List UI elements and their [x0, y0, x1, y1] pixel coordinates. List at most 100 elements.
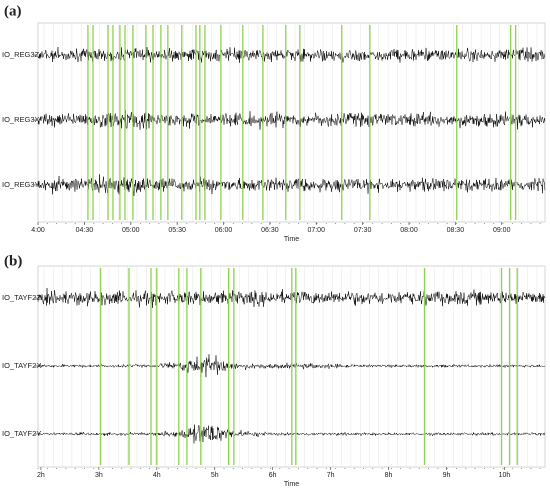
- minor-dot: [214, 468, 216, 469]
- minor-dot: [521, 223, 523, 224]
- waveform: [37, 46, 546, 63]
- minor-dot: [325, 468, 327, 469]
- minor-dot: [502, 223, 504, 224]
- minor-dot: [511, 223, 513, 224]
- minor-dot: [297, 223, 299, 224]
- minor-dot: [409, 468, 411, 469]
- panel-label: (a): [4, 3, 22, 19]
- minor-dot: [316, 223, 318, 224]
- minor-dot: [111, 468, 113, 469]
- minor-dot: [93, 468, 95, 469]
- minor-dot: [186, 468, 188, 469]
- x-tick-label: 8h: [385, 472, 393, 479]
- minor-dot: [167, 468, 169, 469]
- minor-dot: [418, 223, 420, 224]
- minor-dot: [195, 223, 197, 224]
- minor-dot: [279, 468, 281, 469]
- panel: (a) 4:00 04:30 05:00 05:30 06:00 06:30 07:00 07:…: [2, 3, 546, 243]
- x-tick-label: 4:00: [31, 227, 45, 234]
- x-tick-label: 06:30: [261, 227, 279, 234]
- minor-dot: [158, 468, 160, 469]
- x-tick-label: 08:30: [447, 227, 465, 234]
- minor-dot: [204, 468, 206, 469]
- x-tick-label: 5h: [211, 472, 219, 479]
- x-tick-label: 09:00: [493, 227, 511, 234]
- minor-dot: [279, 223, 281, 224]
- minor-dot: [149, 468, 151, 469]
- minor-dot: [84, 468, 85, 469]
- channel-label: IO_TAYF2Z: [2, 293, 41, 302]
- minor-dot: [456, 223, 457, 224]
- minor-dot: [84, 223, 85, 224]
- minor-dot: [353, 223, 355, 224]
- minor-dot: [474, 468, 476, 469]
- minor-dot: [260, 223, 262, 224]
- minor-dot: [139, 468, 141, 469]
- x-tick-label: 3h: [95, 472, 103, 479]
- x-tick-label: 04:30: [76, 227, 94, 234]
- minor-dot: [74, 223, 76, 224]
- minor-dot: [251, 223, 253, 224]
- minor-dot: [539, 468, 541, 469]
- minor-dot: [102, 468, 104, 469]
- minor-dot: [223, 223, 225, 224]
- x-tick-label: 4h: [153, 472, 161, 479]
- channel-label: IO_TAYF2X: [2, 361, 41, 370]
- minor-dot: [149, 223, 151, 224]
- x-tick-label: 2h: [37, 472, 45, 479]
- minor-dot: [242, 223, 244, 224]
- minor-dot: [372, 223, 374, 224]
- minor-dot: [409, 223, 411, 224]
- channel-label: IO_REG3Z: [2, 50, 40, 59]
- minor-dot: [335, 468, 337, 469]
- minor-dot: [223, 468, 225, 469]
- minor-dot: [539, 223, 541, 224]
- minor-dot: [530, 223, 532, 224]
- minor-dot: [167, 223, 169, 224]
- minor-dot: [102, 223, 104, 224]
- x-tick-label: 9h: [443, 472, 451, 479]
- minor-dot: [260, 468, 262, 469]
- minor-dot: [65, 468, 67, 469]
- minor-dot: [465, 223, 467, 224]
- minor-dot: [372, 468, 374, 469]
- minor-dot: [465, 468, 467, 469]
- minor-dot: [511, 468, 513, 469]
- minor-dot: [446, 223, 448, 224]
- minor-dot: [177, 468, 178, 469]
- channel-label: IO_REG3X: [2, 115, 40, 124]
- x-tick-label: 10h: [499, 472, 511, 479]
- minor-dot: [214, 223, 216, 224]
- minor-dot: [390, 223, 392, 224]
- panel: (b) 2h 3h 4h 5h 6h 7h 8h 9h 10h Time IO_TAYF2Z IO_TA…: [2, 253, 546, 488]
- minor-dot: [363, 223, 364, 224]
- minor-dot: [204, 223, 206, 224]
- minor-dot: [195, 468, 197, 469]
- minor-dot: [139, 223, 141, 224]
- minor-dot: [288, 223, 290, 224]
- minor-dot: [502, 468, 504, 469]
- minor-dot: [325, 223, 327, 224]
- minor-dot: [121, 468, 123, 469]
- minor-dot: [270, 468, 271, 469]
- minor-dot: [530, 468, 532, 469]
- minor-dot: [242, 468, 244, 469]
- minor-dot: [65, 223, 67, 224]
- minor-dot: [37, 468, 39, 469]
- minor-dot: [186, 223, 188, 224]
- minor-dot: [437, 468, 439, 469]
- minor-dot: [446, 468, 448, 469]
- x-tick-label: 6h: [269, 472, 277, 479]
- x-tick-label: 07:30: [354, 227, 372, 234]
- minor-dot: [400, 468, 402, 469]
- minor-dot: [353, 468, 355, 469]
- minor-dot: [483, 223, 485, 224]
- minor-dot: [381, 223, 383, 224]
- minor-dot: [437, 223, 439, 224]
- minor-dot: [158, 223, 160, 224]
- minor-dot: [307, 468, 309, 469]
- minor-dot: [232, 223, 234, 224]
- minor-dot: [493, 223, 495, 224]
- minor-dot: [418, 468, 420, 469]
